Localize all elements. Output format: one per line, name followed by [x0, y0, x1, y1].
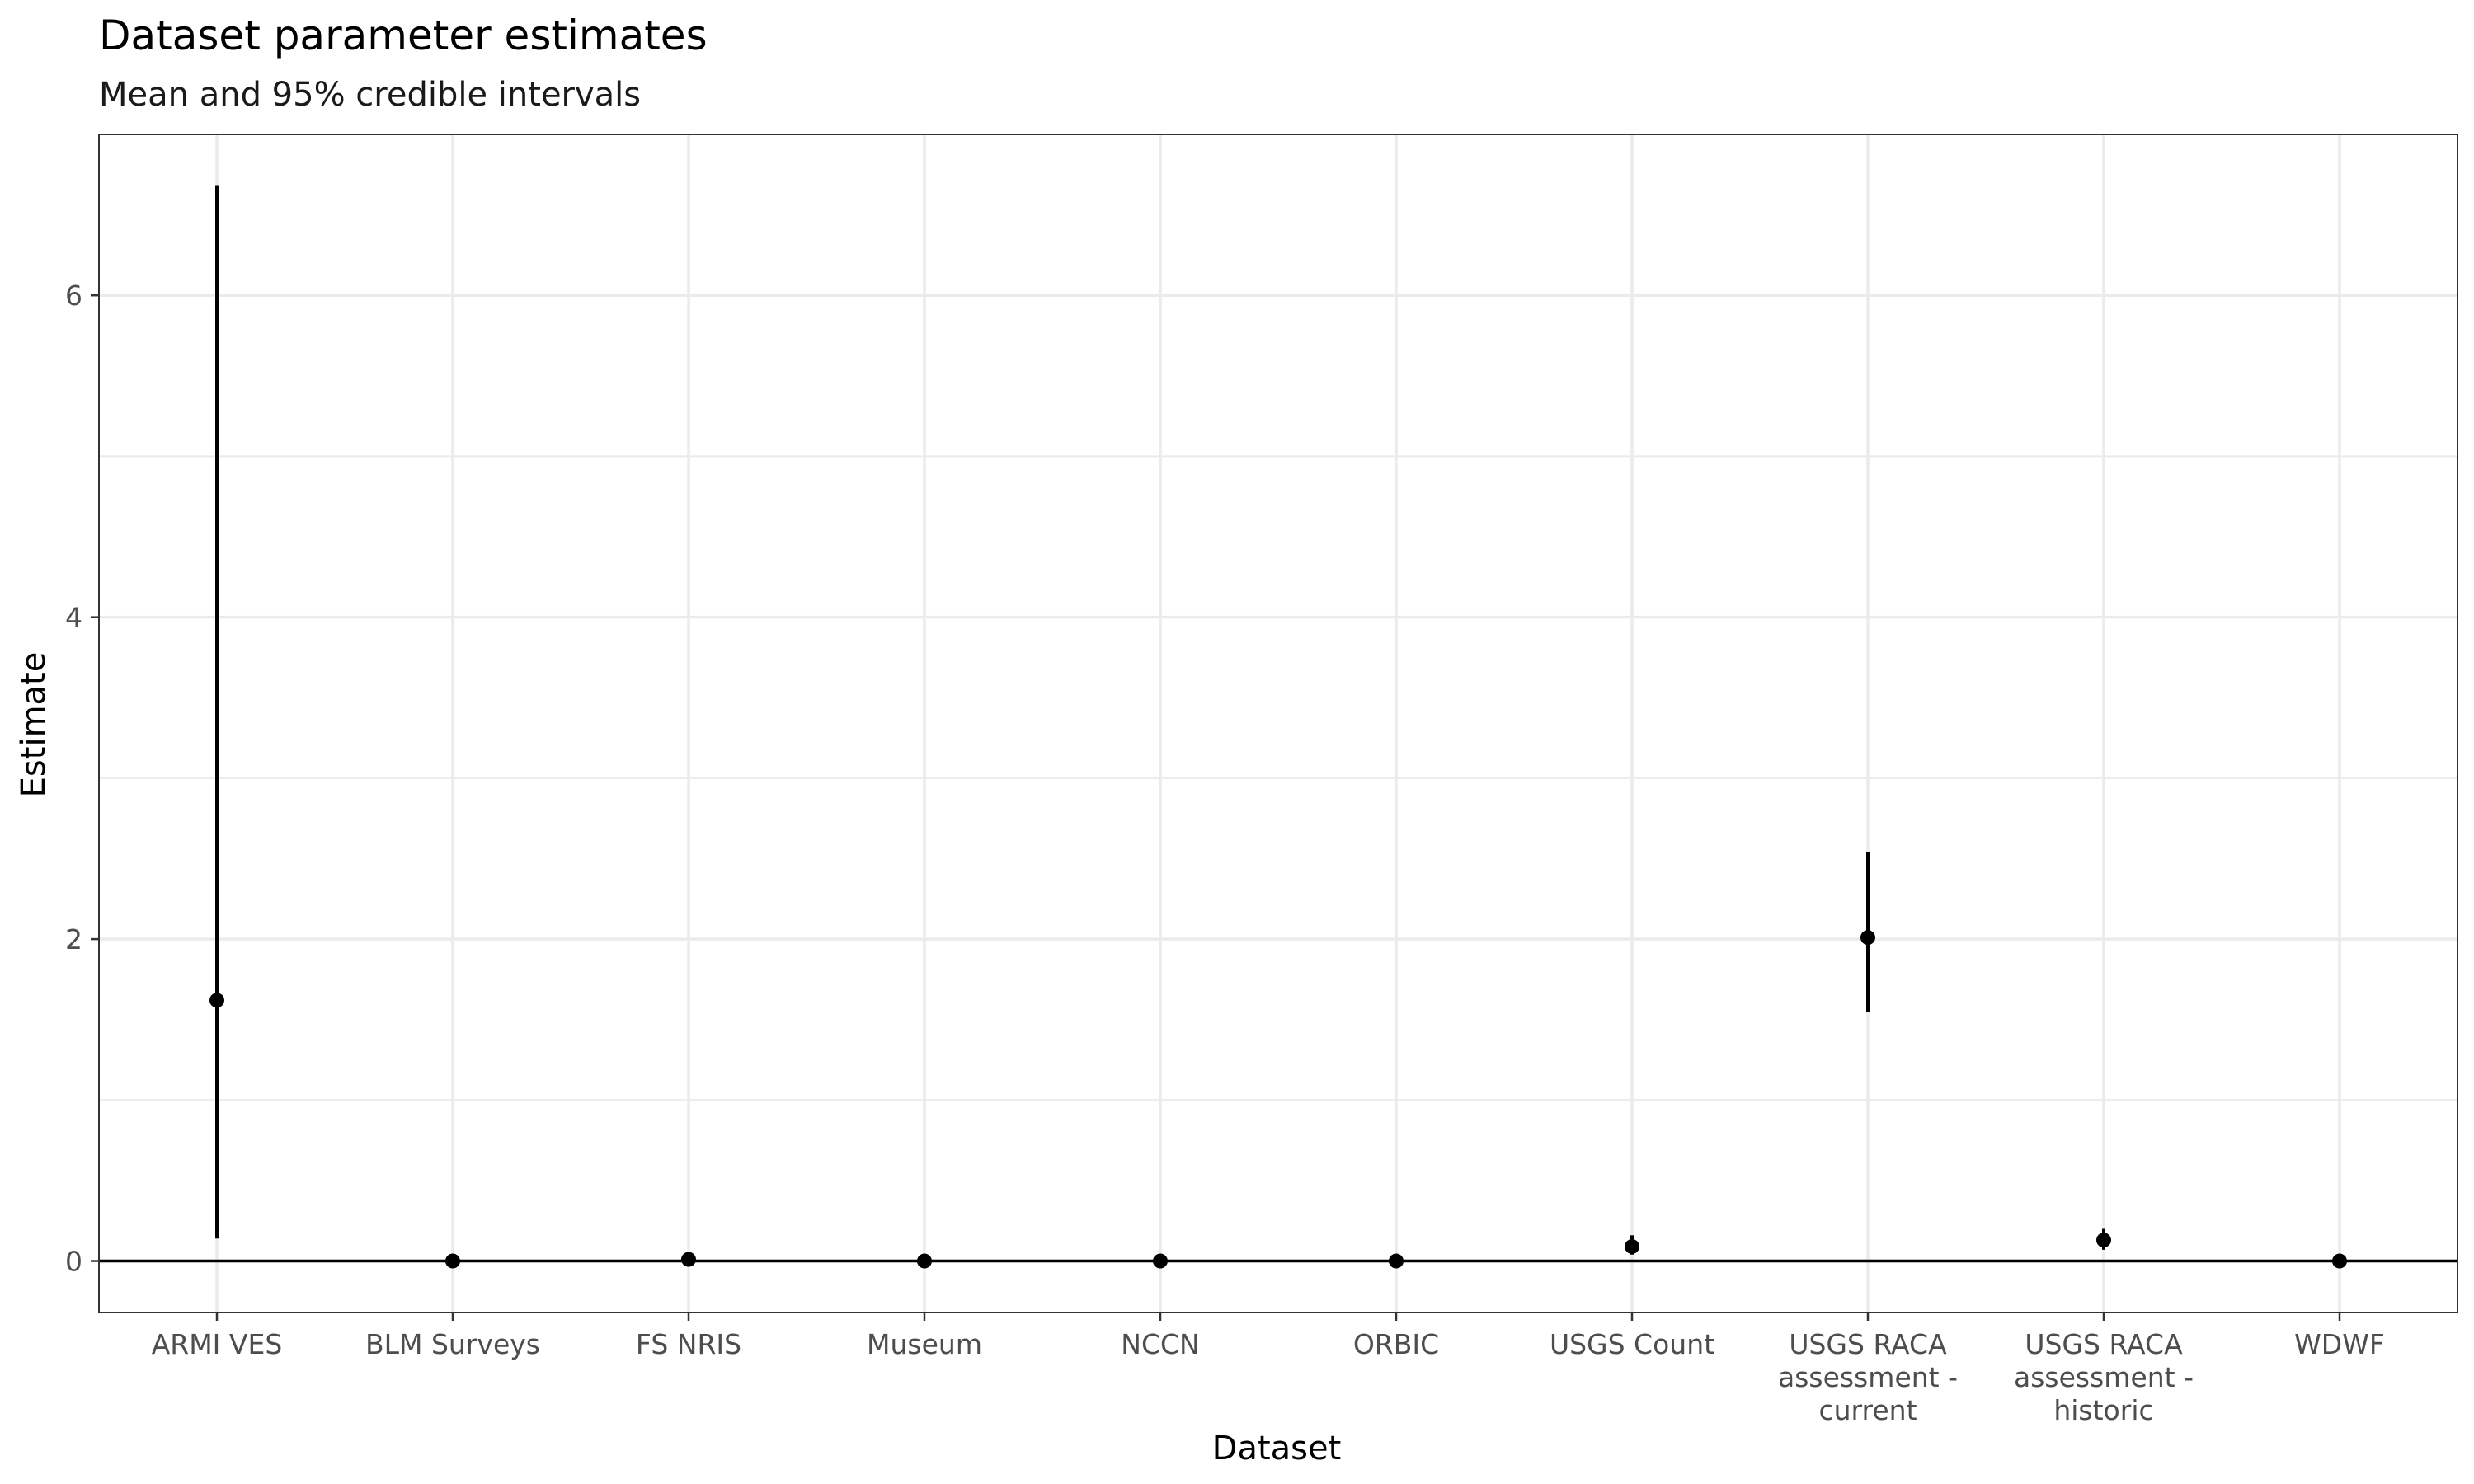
mean-point [2332, 1253, 2347, 1269]
mean-point [1860, 930, 1875, 946]
x-tick-label: WDWF [2294, 1328, 2385, 1360]
chart-subtitle: Mean and 95% credible intervals [99, 76, 641, 114]
x-tick-label: FS NRIS [636, 1328, 741, 1360]
mean-point [917, 1253, 932, 1269]
mean-point [1153, 1253, 1168, 1269]
y-axis: 0 2 4 6 [65, 279, 99, 1278]
mean-point [209, 993, 224, 1008]
x-tick-label: USGS Count [1550, 1328, 1714, 1360]
x-axis-title: Dataset [1212, 1430, 1342, 1468]
y-tick-label: 4 [65, 602, 82, 634]
x-tick-label: BLM Surveys [365, 1328, 540, 1360]
y-tick-label: 2 [65, 923, 82, 956]
y-axis-title: Estimate [15, 652, 53, 798]
mean-point [445, 1253, 460, 1269]
x-tick-label: USGS RACA assessment -historic [2014, 1328, 2194, 1426]
y-tick-label: 0 [65, 1246, 82, 1278]
x-tick-label: USGS RACA assessment -current [1778, 1328, 1958, 1426]
chart-title: Dataset parameter estimates [99, 12, 708, 59]
grid-layer [99, 134, 2458, 1313]
mean-point [2096, 1233, 2111, 1248]
mean-point [681, 1252, 696, 1267]
x-tick-label: ARMI VES [152, 1328, 283, 1360]
x-tick-label: ORBIC [1353, 1328, 1439, 1360]
x-axis: ARMI VES BLM Surveys FS NRIS Museum NCCN ORBI… [152, 1313, 2385, 1426]
mean-point [1389, 1253, 1404, 1269]
data-layer [209, 186, 2347, 1269]
y-tick-label: 6 [65, 279, 82, 312]
panel-border [98, 134, 2458, 1313]
x-tick-label: Museum [867, 1328, 982, 1360]
x-tick-label: NCCN [1121, 1328, 1199, 1360]
mean-point [1625, 1238, 1639, 1254]
